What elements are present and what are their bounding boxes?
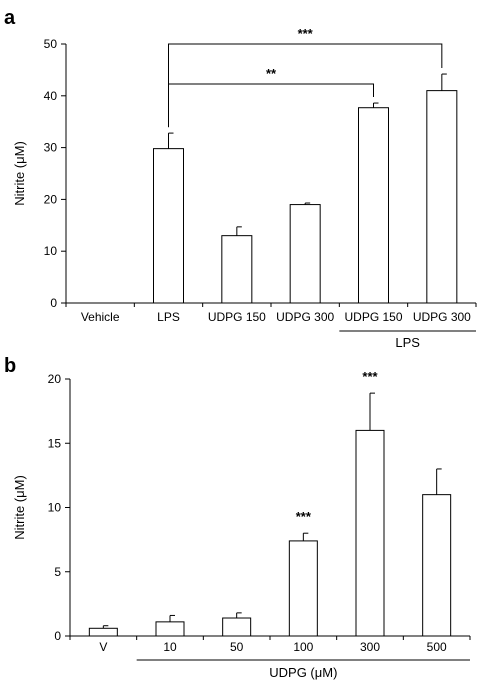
y-tick-label: 10 [44,244,58,258]
y-tick-label: 0 [54,629,61,643]
panel-label: b [4,355,16,377]
significance-bracket [168,83,374,128]
y-tick-label: 20 [44,192,58,206]
y-tick-label: 20 [48,372,62,386]
y-axis-title: Nitrite (μM) [12,141,27,206]
x-tick-label: UDPG 300 [276,310,334,324]
group-label: UDPG (μM) [269,665,337,680]
group-label: LPS [395,335,420,350]
bar [289,204,321,304]
chart-panel-a: a 0 10 20 30 40 50 Nitrite (μM) Vehicle LPS UDPG 1… [4,7,477,350]
y-axis-title: Nitrite (μM) [12,475,27,540]
y-tick-label: 30 [44,141,58,155]
bar [222,617,252,637]
y-tick-label: 15 [48,436,62,450]
x-tick-label: 50 [230,640,244,654]
significance-label: *** [298,26,314,41]
y-tick-label: 0 [50,296,57,310]
x-tick-label: 10 [163,640,177,654]
bar [153,148,184,304]
y-tick-label: 40 [44,89,58,103]
bar [88,627,118,637]
x-tick-label: UDPG 300 [413,310,471,324]
bar [355,429,385,637]
x-tick-label: 300 [360,640,380,654]
bar [422,494,452,637]
x-tick-label: Vehicle [81,310,120,324]
chart-panel-b: b 0 5 10 15 20 Nitrite (μM) V 10 50 100 300 500 UDPG … [4,355,471,680]
significance-label: ** [266,66,277,81]
bar [358,107,389,304]
x-tick-label: UDPG 150 [208,310,266,324]
significance-bracket [168,43,443,128]
panel-label: a [4,7,16,29]
x-tick-label: UDPG 150 [344,310,402,324]
x-tick-label: LPS [157,310,180,324]
bar [155,621,185,637]
x-tick-label: 500 [427,640,447,654]
bar [221,235,253,304]
bar [288,540,318,637]
bar-annotation: *** [296,509,312,524]
y-tick-label: 50 [44,37,58,51]
bar [426,90,458,304]
x-tick-label: 100 [293,640,313,654]
x-tick-label: V [99,640,107,654]
y-tick-label: 5 [54,565,61,579]
y-tick-label: 10 [48,501,62,515]
bar-annotation: *** [362,369,378,384]
